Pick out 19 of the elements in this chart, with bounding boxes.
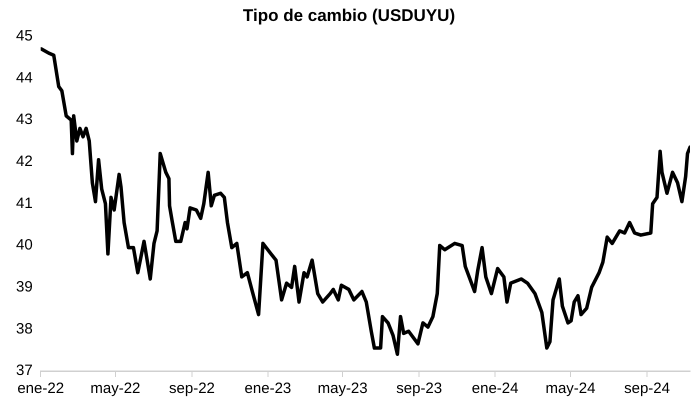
x-tick-label: may-23 [318, 380, 368, 398]
y-tick-label: 45 [16, 28, 33, 45]
x-tick-label: ene-22 [17, 380, 64, 398]
y-tick-label: 44 [16, 69, 33, 86]
x-tick-label: sep-24 [624, 380, 670, 398]
x-tick-label: sep-22 [169, 380, 215, 398]
y-tick-label: 40 [16, 236, 33, 254]
y-tick-label: 37 [16, 362, 33, 380]
y-tick-label: 43 [16, 111, 33, 128]
y-tick-label: 38 [16, 320, 33, 338]
y-tick-label: 42 [16, 153, 33, 170]
x-tick-label: sep-23 [396, 380, 442, 398]
x-tick-label: ene-24 [472, 380, 519, 398]
y-tick-label: 41 [16, 194, 33, 212]
chart-title: Tipo de cambio (USDUYU) [242, 6, 456, 25]
x-tick-label: ene-23 [244, 380, 292, 398]
x-tick-label: may-24 [545, 380, 596, 398]
y-tick-label: 39 [16, 278, 33, 296]
x-tick-label: may-22 [90, 380, 140, 398]
